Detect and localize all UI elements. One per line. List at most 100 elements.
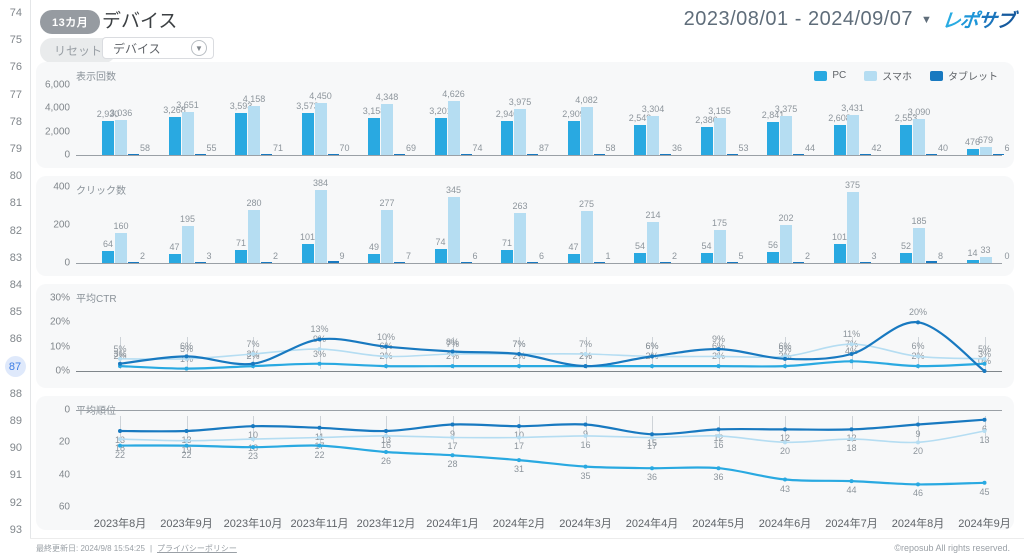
bar-PC <box>767 252 779 263</box>
logo-glyph: ブ <box>994 11 1015 32</box>
bar-タブレット <box>992 154 1004 155</box>
bar-value-label: 277 <box>379 198 395 208</box>
rail-line-number[interactable]: 87 <box>0 356 30 378</box>
bar-value-label: 3,268 <box>163 105 186 115</box>
rail-line-number[interactable]: 81 <box>9 197 22 210</box>
rail-line-number[interactable]: 86 <box>9 333 22 346</box>
bar-スマホ <box>979 147 992 155</box>
logo-glyph: ポ <box>958 11 979 32</box>
bar-value-label: 476 <box>964 137 981 147</box>
axis-line <box>76 371 1002 372</box>
rail-line-number[interactable]: 85 <box>9 306 22 319</box>
rail-line-number[interactable]: 80 <box>9 170 22 183</box>
point-value-label: 20% <box>908 307 928 318</box>
point-value-label: 9% <box>312 334 327 345</box>
legend-label: PC <box>832 70 847 81</box>
bar-タブレット <box>261 154 272 155</box>
bar-value-label: 195 <box>179 214 196 224</box>
bar-value-label: 2,909 <box>562 109 585 119</box>
bar-value-label: 3,651 <box>176 100 199 110</box>
x-axis-month-label: 2024年3月 <box>559 518 612 530</box>
data-point <box>916 482 920 487</box>
point-value-label: 6% <box>911 341 925 352</box>
bar-value-label: 71 <box>501 238 513 248</box>
bar-PC <box>301 244 314 263</box>
point-value-label: 2% <box>578 351 593 362</box>
bar-タブレット <box>926 261 937 263</box>
page-title: デバイス <box>102 11 178 32</box>
bar-スマホ <box>447 197 460 263</box>
x-axis-month-label: 2024年7月 <box>825 518 878 530</box>
chart-panel-1: 表示回数 6,000 4,000 2,000 0 PC スマホ タブレット 2,930 3,268… <box>36 62 1014 168</box>
data-point <box>716 466 721 471</box>
point-value-label: 22 <box>314 449 325 460</box>
rail-line-number[interactable]: 74 <box>9 7 22 19</box>
device-filter-select[interactable]: デバイス ▼ <box>102 37 214 59</box>
bar-value-label: 4,626 <box>442 89 465 99</box>
date-range-picker[interactable]: 2023/08/01 - 2024/09/07 ▼ <box>684 8 932 31</box>
y-axis-tick: 400 <box>53 181 70 193</box>
rail-line-number[interactable]: 79 <box>9 143 22 155</box>
rail-line-number[interactable]: 77 <box>9 88 22 101</box>
bar-タブレット <box>128 262 139 263</box>
bar-スマホ <box>979 257 992 263</box>
chart-title: クリック数 <box>76 186 126 197</box>
line-chart-canvas <box>118 417 987 487</box>
bar-value-label: 56 <box>767 240 779 250</box>
point-value-label: 2% <box>445 351 460 362</box>
rail-line-number[interactable]: 89 <box>9 415 22 427</box>
rail-line-number[interactable]: 90 <box>9 442 22 455</box>
bar-value-label: 3,155 <box>708 106 731 116</box>
chart-title: 平均CTR <box>76 294 117 305</box>
bar-value-label: 1 <box>605 251 611 261</box>
x-axis-month-label: 2024年6月 <box>758 518 812 530</box>
rail-line-number[interactable]: 92 <box>9 496 22 509</box>
line-chart-canvas <box>118 320 987 373</box>
bar-スマホ <box>115 233 127 263</box>
rail-line-number[interactable]: 78 <box>9 115 22 128</box>
bar-value-label: 33 <box>980 245 991 255</box>
bar-value-label: 263 <box>512 201 528 211</box>
point-value-label: 12 <box>779 433 791 444</box>
bar-タブレット <box>926 154 937 155</box>
legend-label: タブレット <box>948 72 998 83</box>
x-axis-month-label: 2023年8月 <box>93 518 147 530</box>
bar-タブレット <box>726 262 738 263</box>
bar-value-label: 74 <box>435 237 446 247</box>
rail-line-number[interactable]: 91 <box>9 469 22 482</box>
rail-line-number[interactable]: 93 <box>9 523 22 536</box>
point-value-label: 9 <box>582 428 589 439</box>
header-right: 2023/08/01 - 2024/09/07 ▼ レポサブ <box>684 6 1015 33</box>
rail-line-number[interactable]: 83 <box>9 251 22 264</box>
bar-value-label: 214 <box>645 210 661 220</box>
bar-value-label: 0 <box>1004 251 1010 261</box>
bar-value-label: 14 <box>967 248 978 258</box>
bar-PC <box>634 253 646 263</box>
rail-line-number[interactable]: 76 <box>9 61 22 74</box>
privacy-policy-link[interactable]: プライバシーポリシー <box>157 543 237 553</box>
rail-line-number[interactable]: 88 <box>9 387 22 400</box>
point-value-label: 10 <box>513 430 525 441</box>
point-value-label: 9 <box>915 428 921 439</box>
bar-タブレット <box>327 154 339 155</box>
point-value-label: 31 <box>513 464 525 475</box>
bar-value-label: 7 <box>406 251 412 261</box>
x-axis-month-label: 2023年10月 <box>223 518 283 530</box>
rail-active-number: 87 <box>4 356 26 378</box>
legend-item: PC <box>814 70 846 81</box>
point-value-label: 20 <box>779 446 791 457</box>
device-filter-value: デバイス <box>113 41 161 56</box>
rail-line-number[interactable]: 84 <box>9 279 22 291</box>
logo-glyph: サ <box>976 11 997 32</box>
bar-value-label: 2 <box>805 251 811 261</box>
point-value-label: 1% <box>179 353 194 364</box>
rail-line-number[interactable]: 82 <box>9 224 22 237</box>
x-axis-month-label: 2023年11月 <box>290 518 349 530</box>
bar-PC <box>102 251 114 263</box>
bar-PC <box>235 113 247 155</box>
bar-value-label: 4,158 <box>242 94 266 104</box>
rail-line-number[interactable]: 75 <box>9 34 22 47</box>
bar-value-label: 2,386 <box>695 115 718 125</box>
bar-タブレット <box>660 154 671 155</box>
bar-スマホ <box>314 190 327 263</box>
